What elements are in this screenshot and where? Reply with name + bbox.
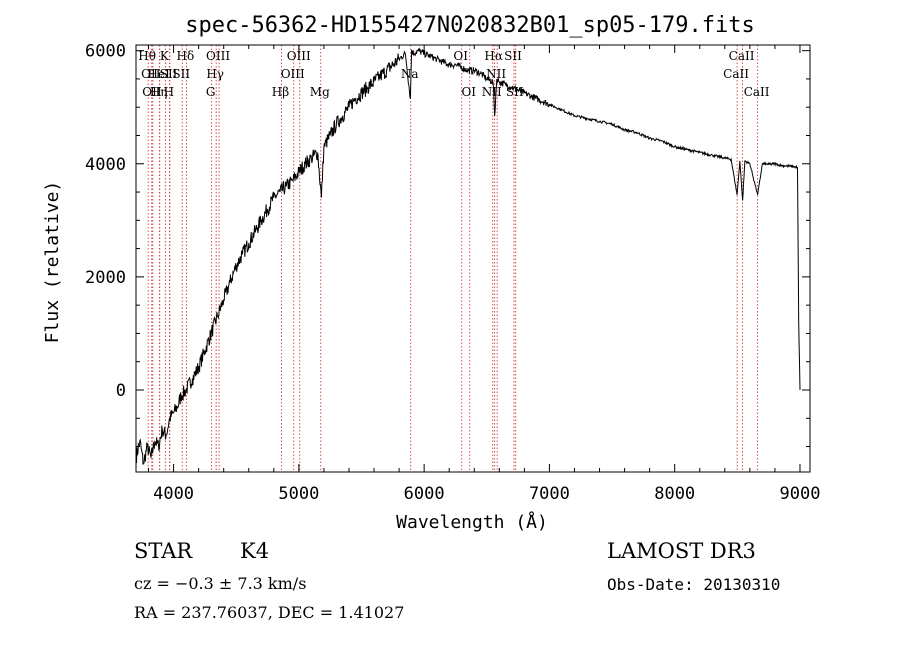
line-label-15: OIII xyxy=(287,49,311,63)
line-label-11: Hγ xyxy=(206,67,224,81)
spectrum-chart: spec-56362-HD155427N020832B01_sp05-179.f… xyxy=(42,13,821,533)
object-subclass: K4 xyxy=(240,539,270,563)
line-label-2: OII xyxy=(142,85,162,99)
line-label-22: NII xyxy=(486,67,506,81)
observation-date: Obs-Date: 20130310 xyxy=(607,575,781,594)
line-label-23: SII xyxy=(504,49,522,63)
x-axis-ticks: 4000 5000 6000 7000 8000 9000 xyxy=(148,45,821,504)
y-axis-ticks: 0 2000 4000 6000 xyxy=(85,42,810,448)
line-label-21: Hα xyxy=(484,49,503,63)
line-label-20: NII xyxy=(482,85,502,99)
y-axis-label: Flux (relative) xyxy=(42,181,63,344)
series-0-line xyxy=(135,47,801,465)
survey-name: LAMOST DR3 xyxy=(607,539,756,563)
line-label-7: H xyxy=(164,85,174,99)
y-tick-label-1: 2000 xyxy=(85,268,126,288)
emission-line-markers xyxy=(147,45,759,472)
y-tick-label-2: 4000 xyxy=(85,155,126,175)
line-label-14: OIII xyxy=(281,67,305,81)
line-label-9: SII xyxy=(172,67,190,81)
line-label-10: G xyxy=(206,85,216,99)
line-label-19: OI xyxy=(461,85,476,99)
line-label-16: Mg xyxy=(310,85,330,99)
line-label-0: Hθ xyxy=(138,49,156,63)
ra-dec: RA = 237.76037, DEC = 1.41027 xyxy=(134,603,405,622)
line-label-1: OII xyxy=(141,67,161,81)
line-label-26: CaII xyxy=(729,49,755,63)
line-label-8: Hδ xyxy=(177,49,195,63)
redshift-cz: cz = −0.3 ± 7.3 km/s xyxy=(134,574,307,593)
x-tick-label-3: 7000 xyxy=(529,484,570,504)
x-tick-label-0: 4000 xyxy=(153,484,194,504)
x-tick-label-2: 6000 xyxy=(404,484,445,504)
line-label-3: HeI xyxy=(148,67,171,81)
line-label-25: CaII xyxy=(723,67,749,81)
line-label-18: OI xyxy=(453,49,468,63)
x-tick-label-4: 8000 xyxy=(654,484,695,504)
x-tick-label-5: 9000 xyxy=(780,484,821,504)
y-tick-label-3: 6000 xyxy=(85,42,126,62)
plot-frame xyxy=(135,44,811,473)
series-layer xyxy=(135,47,801,465)
line-label-27: CaII xyxy=(744,85,770,99)
object-class: STAR xyxy=(134,539,193,563)
chart-title: spec-56362-HD155427N020832B01_sp05-179.f… xyxy=(185,13,755,38)
line-label-17: Na xyxy=(401,67,419,81)
line-label-6: SII xyxy=(160,67,178,81)
emission-line-labels: HθOIIOIIHeIHηKSIIHHδSIIGHγOIIIHβOIIIOIII… xyxy=(138,49,769,99)
x-axis-label: Wavelength (Å) xyxy=(396,511,548,533)
line-label-4: Hη xyxy=(150,85,168,99)
line-label-13: Hβ xyxy=(272,85,289,99)
x-tick-label-1: 5000 xyxy=(278,484,319,504)
line-label-12: OIII xyxy=(206,49,230,63)
y-tick-label-0: 0 xyxy=(116,381,126,401)
line-label-5: K xyxy=(160,49,170,63)
